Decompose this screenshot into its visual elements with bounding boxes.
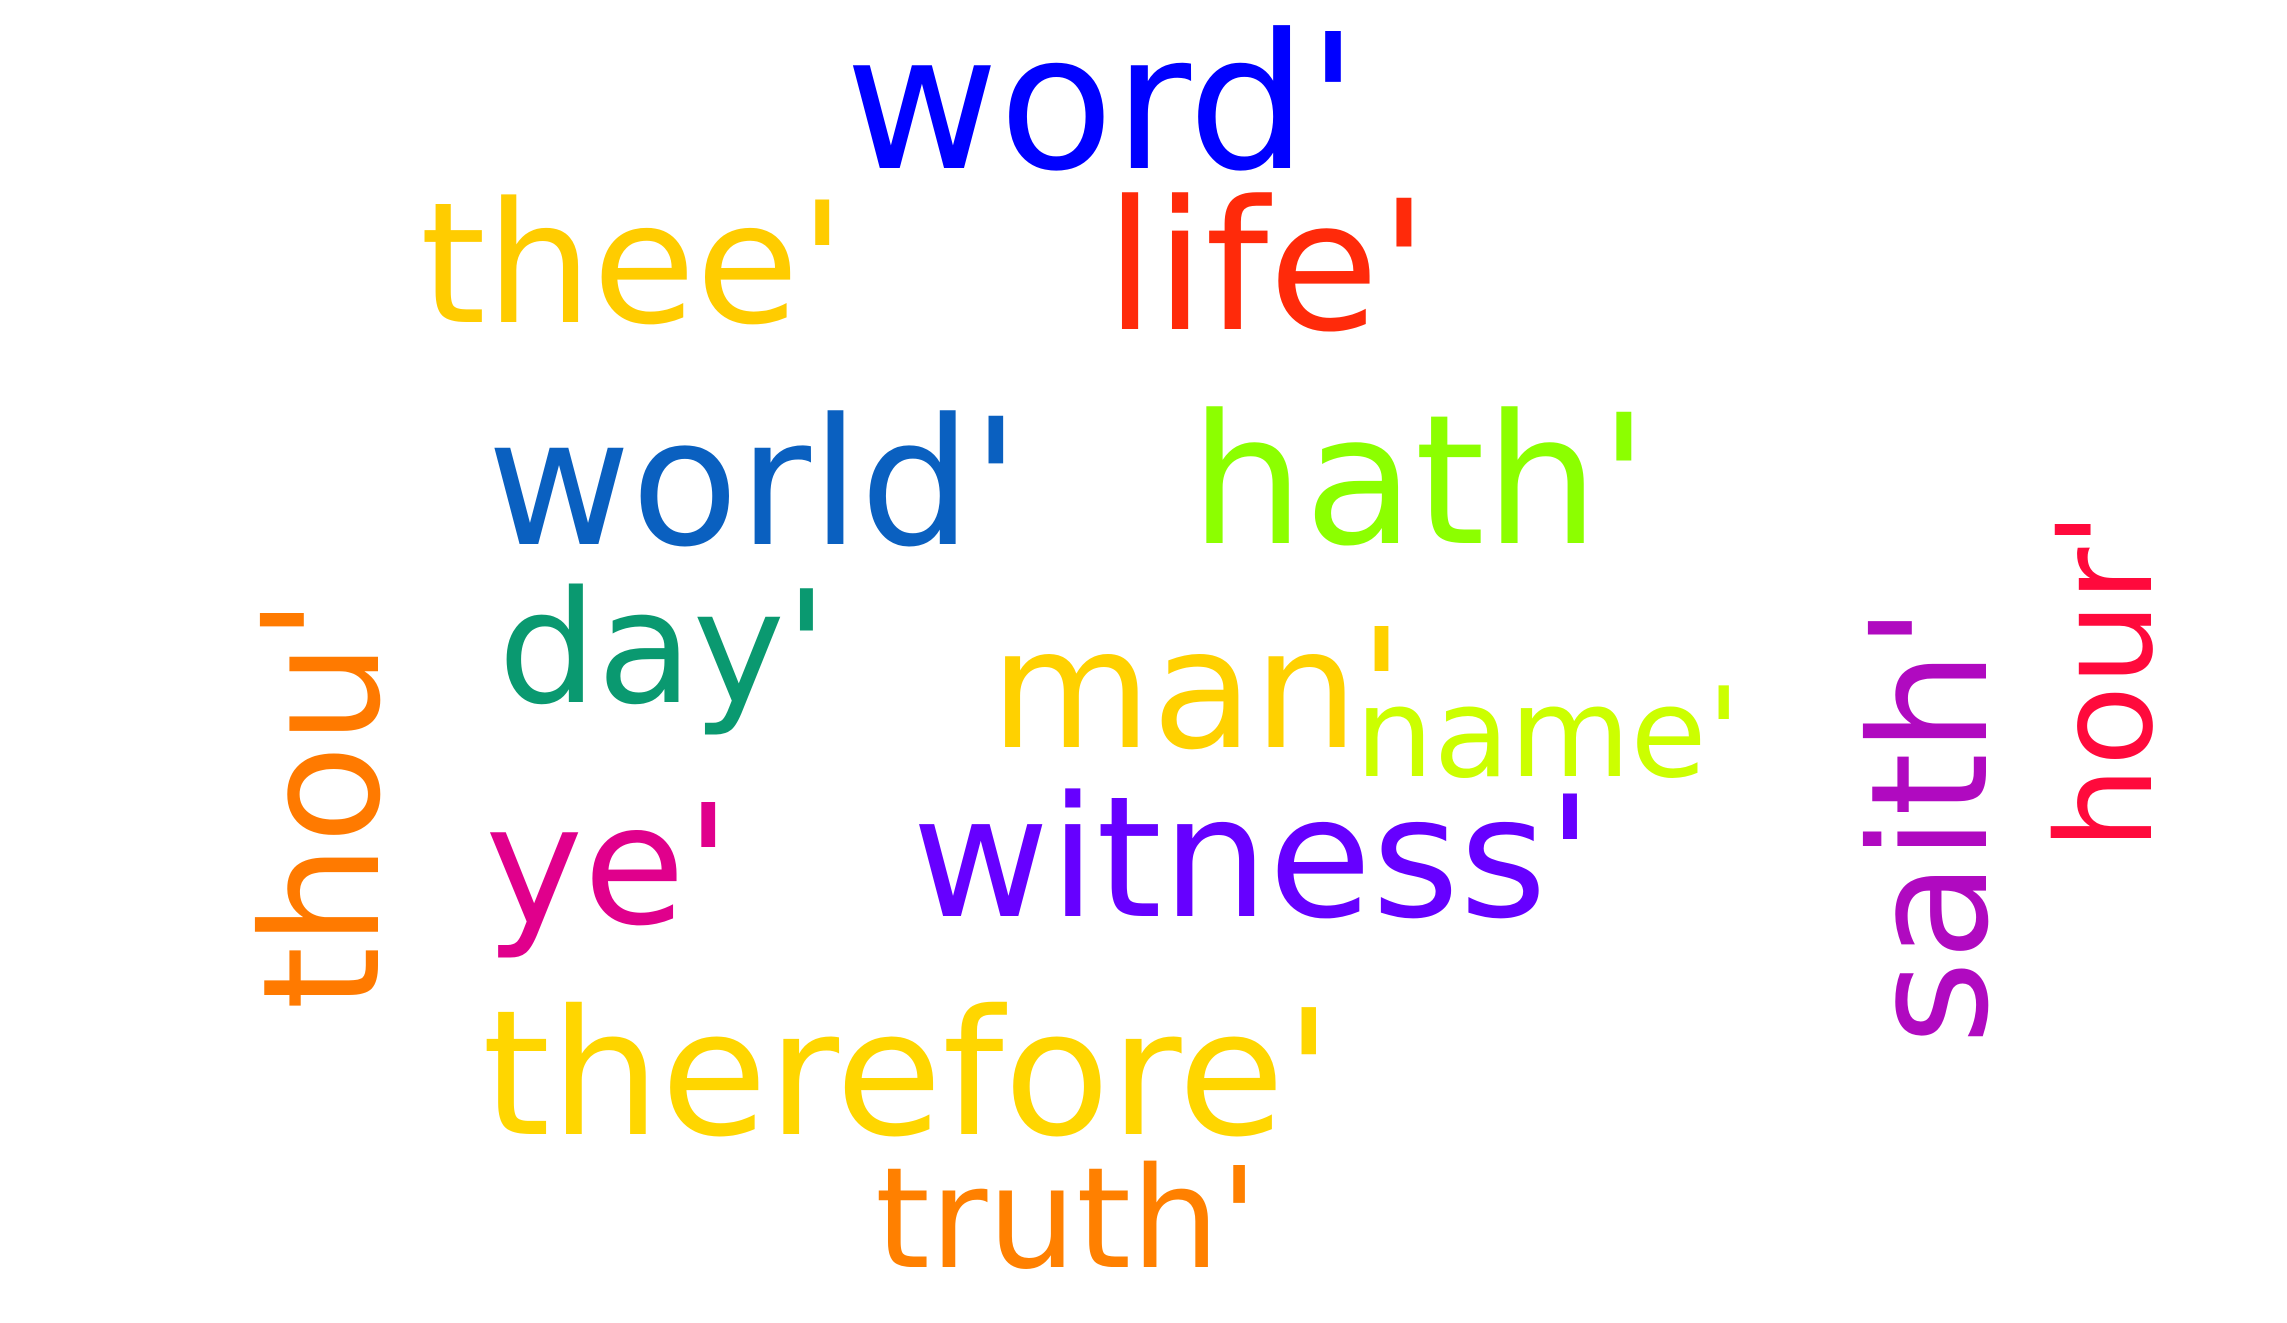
- word-thou: thou': [229, 597, 417, 1010]
- word-hour: hour': [2029, 511, 2183, 850]
- word-thee: thee': [420, 166, 846, 362]
- word-hath: hath': [1190, 377, 1649, 586]
- word-truth: truth': [875, 1138, 1259, 1301]
- word-therefore: therefore': [482, 973, 1333, 1176]
- word-name: name': [1355, 662, 1741, 806]
- word-witness: witness': [912, 760, 1594, 956]
- word-ye: ye': [485, 770, 732, 963]
- word-world: world': [487, 381, 1020, 586]
- word-word: word': [845, 0, 1359, 213]
- word-day: day': [498, 557, 828, 739]
- word-saith: saith': [1837, 605, 2025, 1045]
- word-man: man': [990, 594, 1405, 787]
- word-life: life': [1105, 163, 1429, 372]
